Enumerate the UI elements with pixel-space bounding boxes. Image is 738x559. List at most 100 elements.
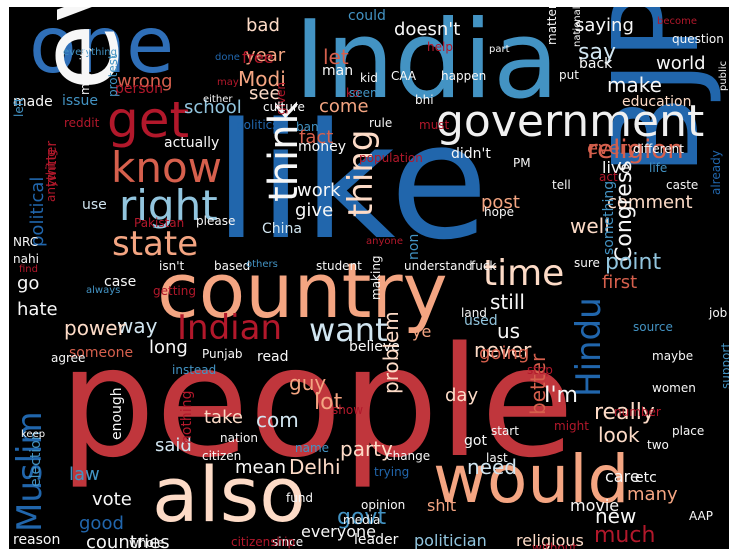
- cloud-word: everyone: [301, 522, 376, 541]
- cloud-word: give: [295, 200, 334, 221]
- cloud-word: bhi: [415, 93, 434, 107]
- cloud-word: trying: [374, 465, 410, 479]
- cloud-word: see: [249, 83, 281, 104]
- cloud-word: stop: [527, 363, 553, 377]
- cloud-word: left: [12, 97, 26, 117]
- cloud-word: I'm: [544, 383, 578, 408]
- cloud-word: us: [497, 319, 521, 343]
- cloud-word: fund: [286, 491, 314, 505]
- cloud-word: com: [256, 408, 299, 432]
- cloud-word: good: [79, 513, 124, 534]
- cloud-word: sure: [574, 256, 600, 270]
- cloud-word: let: [323, 45, 349, 69]
- cloud-word: lot: [314, 390, 343, 415]
- cloud-word: act: [599, 170, 618, 184]
- cloud-word: since: [272, 535, 304, 549]
- cloud-word: day: [445, 385, 479, 406]
- cloud-word: politics: [236, 118, 279, 132]
- cloud-word: people: [59, 314, 575, 491]
- cloud-word: power: [64, 316, 126, 340]
- cloud-word: everything: [63, 47, 117, 58]
- cloud-word: got: [464, 433, 487, 449]
- cloud-word: AAP: [689, 509, 713, 523]
- cloud-word: different: [633, 142, 684, 156]
- cloud-word: leader: [354, 532, 399, 548]
- cloud-word: still: [490, 290, 525, 314]
- cloud-word: rule: [369, 116, 393, 130]
- cloud-word: always: [86, 285, 121, 296]
- cloud-word: nation: [220, 431, 258, 445]
- cloud-word: isn't: [159, 259, 185, 273]
- cloud-word: media: [343, 513, 381, 527]
- cloud-word: anyone: [366, 236, 403, 247]
- cloud-word: fact: [299, 127, 334, 148]
- cloud-word: countries: [86, 532, 170, 550]
- cloud-word: part: [489, 44, 510, 55]
- cloud-word: hate: [17, 299, 58, 320]
- cloud-word: citizen: [202, 449, 242, 463]
- cloud-word: please: [196, 214, 236, 228]
- cloud-word: government: [436, 96, 705, 147]
- cloud-word: money: [298, 139, 346, 155]
- cloud-word: matter: [545, 7, 559, 45]
- cloud-word: year: [245, 45, 286, 66]
- cloud-word: thing: [341, 129, 381, 217]
- cloud-word: CAA: [391, 69, 417, 83]
- cloud-word: maybe: [652, 349, 694, 363]
- cloud-word: religious: [516, 531, 584, 549]
- cloud-word: Delhi: [289, 455, 341, 479]
- cloud-word: much: [594, 523, 656, 548]
- cloud-word: agree: [51, 351, 86, 365]
- cloud-word: Modi: [238, 67, 286, 91]
- cloud-word: bad: [246, 15, 280, 36]
- cloud-word: national: [572, 7, 583, 47]
- cloud-word: politician: [414, 531, 487, 549]
- cloud-word: reddit: [64, 116, 100, 130]
- cloud-word: understand: [404, 259, 473, 273]
- cloud-word: put: [559, 68, 579, 82]
- cloud-word: help: [427, 40, 453, 54]
- cloud-word: comment: [607, 192, 693, 213]
- cloud-word: public: [718, 60, 729, 91]
- cloud-word: come: [319, 96, 369, 117]
- cloud-word: law: [69, 464, 100, 485]
- cloud-word: want: [309, 311, 388, 349]
- cloud-word: student: [316, 259, 362, 273]
- cloud-word: find: [19, 264, 38, 275]
- cloud-word: said: [155, 435, 192, 456]
- cloud-word: non: [406, 233, 422, 260]
- cloud-word: getting: [153, 284, 196, 298]
- cloud-word: shit: [427, 496, 457, 515]
- cloud-word: India: [294, 7, 560, 123]
- cloud-word: may: [217, 77, 239, 88]
- cloud-word: without: [532, 541, 578, 549]
- cloud-word: number: [614, 405, 661, 419]
- cloud-word: hope: [484, 205, 514, 219]
- cloud-word: didn't: [451, 146, 491, 162]
- cloud-word: read: [257, 349, 289, 365]
- cloud-word: culture: [263, 100, 305, 114]
- cloud-word: happen: [441, 69, 487, 83]
- cloud-word: opinion: [361, 498, 406, 512]
- cloud-word: land: [461, 306, 487, 320]
- cloud-word: many: [627, 484, 678, 505]
- cloud-word: case: [104, 274, 137, 290]
- cloud-word: right: [119, 181, 218, 230]
- cloud-word: world: [656, 53, 706, 74]
- cloud-word: made: [13, 94, 53, 110]
- cloud-word: never: [474, 338, 532, 362]
- cloud-word: know: [111, 143, 222, 192]
- cloud-word: point: [605, 250, 662, 275]
- cloud-word: whole: [129, 536, 165, 549]
- cloud-word: go: [17, 273, 40, 294]
- cloud-word: need: [467, 455, 517, 479]
- cloud-word: something: [601, 180, 617, 255]
- cloud-word: women: [652, 381, 696, 395]
- cloud-word: life: [649, 161, 668, 175]
- cloud-word: mean: [235, 457, 287, 478]
- cloud-word: used: [464, 313, 498, 329]
- cloud-word: party: [340, 437, 393, 461]
- cloud-word: get: [107, 91, 190, 149]
- cloud-word: anything: [44, 149, 58, 202]
- cloud-word: govt: [337, 505, 387, 530]
